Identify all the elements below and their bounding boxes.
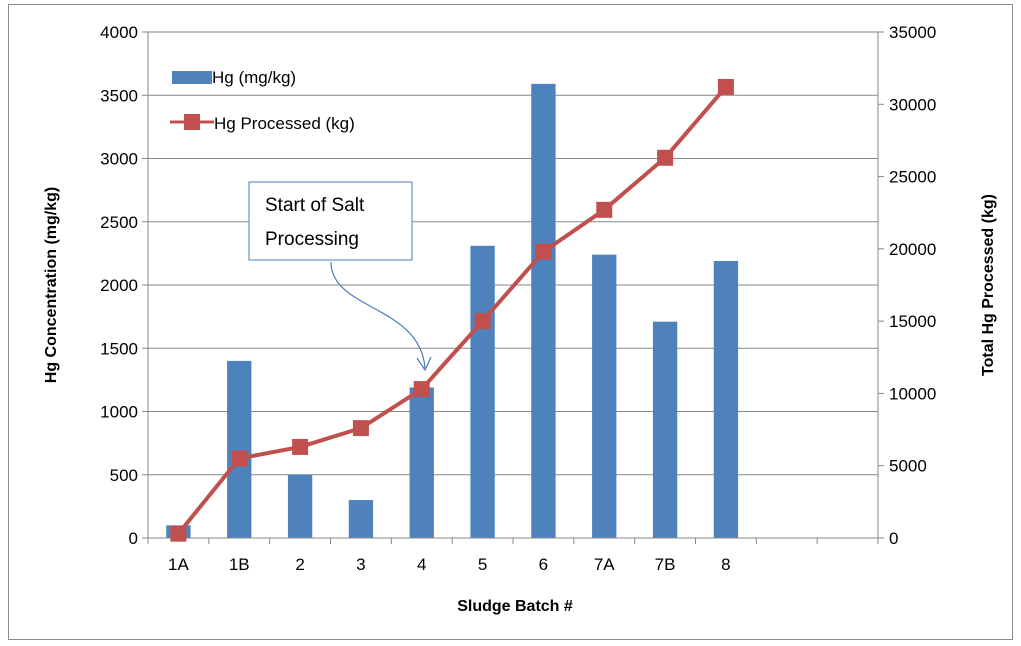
tick-labels: 0 500 1000 1500 2000 2500 3000 3500 4000 0 5000 100…	[100, 23, 936, 574]
x-tick-label: 3	[356, 555, 365, 574]
line-marker	[231, 450, 248, 467]
x-tick-label: 1B	[229, 555, 250, 574]
x-tick-label: 7B	[655, 555, 676, 574]
bar	[592, 254, 617, 538]
y-tick-label: 1000	[100, 403, 138, 422]
legend: Hg (mg/kg) Hg Processed (kg)	[170, 68, 355, 133]
y-tick-label: 0	[129, 529, 138, 548]
x-tick-label: 6	[539, 555, 548, 574]
legend-swatch-bar	[172, 71, 212, 84]
y-tick-label: 3000	[100, 150, 138, 169]
annotation-line-1: Start of Salt	[265, 195, 365, 216]
bar	[470, 245, 495, 538]
line-marker	[474, 313, 491, 330]
y-tick-label: 3500	[100, 86, 138, 105]
annotation-box	[248, 181, 413, 261]
bar	[287, 474, 313, 538]
annotation-line-2: Processing	[265, 229, 359, 250]
line-marker	[413, 381, 430, 398]
y2-tick-label: 25000	[889, 168, 936, 187]
bar	[531, 83, 556, 539]
line-marker	[535, 243, 552, 260]
y2-tick-label: 10000	[889, 384, 936, 403]
series-line	[176, 85, 728, 535]
line-marker	[170, 525, 187, 542]
x-tick-label: 5	[478, 555, 487, 574]
bar	[713, 260, 739, 538]
line-marker	[657, 149, 674, 166]
y-tick-label: 2000	[100, 276, 138, 295]
legend-swatch-marker	[184, 114, 200, 130]
x-tick-label: 7A	[594, 555, 615, 574]
annotation-callout: Start of Salt Processing	[248, 181, 432, 372]
y2-tick-label: 5000	[889, 457, 927, 476]
line-marker	[292, 438, 309, 455]
legend-label-line: Hg Processed (kg)	[214, 114, 355, 133]
x-tick-label: 8	[721, 555, 730, 574]
x-tick-label: 4	[417, 555, 426, 574]
y-axis-title: Hg Concentration (mg/kg)	[43, 187, 60, 383]
y2-tick-label: 35000	[889, 23, 936, 42]
bars	[166, 83, 739, 539]
legend-label-bar: Hg (mg/kg)	[212, 68, 296, 87]
line-marker	[352, 420, 369, 437]
y2-tick-label: 15000	[889, 312, 936, 331]
line-marker	[717, 78, 734, 95]
y-tick-label: 2500	[100, 213, 138, 232]
bar	[652, 321, 678, 538]
y-tick-label: 500	[110, 466, 138, 485]
line-marker	[596, 201, 613, 218]
axes	[142, 31, 884, 544]
bar	[409, 387, 434, 538]
x-axis-title: Sludge Batch #	[457, 598, 573, 615]
y-tick-label: 4000	[100, 23, 138, 42]
y2-tick-label: 30000	[889, 95, 936, 114]
line-series	[170, 78, 734, 542]
y2-tick-label: 0	[889, 529, 898, 548]
y2-tick-label: 20000	[889, 240, 936, 259]
y2-axis-title: Total Hg Processed (kg)	[980, 194, 997, 376]
x-tick-label: 2	[295, 555, 304, 574]
y-tick-label: 1500	[100, 339, 138, 358]
bar	[227, 360, 252, 538]
x-tick-label: 1A	[168, 555, 189, 574]
annotation-arrowhead	[416, 356, 432, 372]
bar	[348, 500, 374, 538]
annotation-arrow	[330, 261, 426, 369]
